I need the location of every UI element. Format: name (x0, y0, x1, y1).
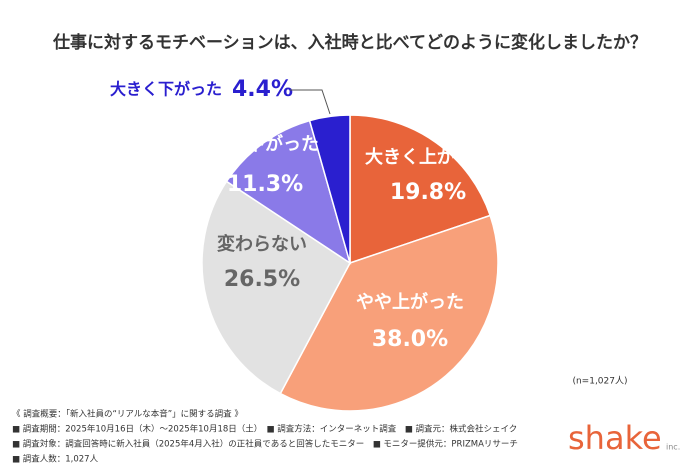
footer-note: ■ 調査対象：調査回答時に新入社員（2025年4月入社）の正社員であると回答した… (12, 439, 518, 450)
slice-label: 大きく下がった (110, 80, 222, 99)
footer-note: ■ 調査人数：1,027人 (12, 454, 99, 465)
value-label: 19.8% (390, 180, 466, 205)
pie-slice (349, 114, 492, 265)
logo-suffix: inc. (666, 443, 680, 452)
pie-slice (279, 214, 499, 412)
slice-label: 変わらない (217, 233, 307, 255)
value-label: 4.4% (232, 77, 293, 102)
leader-line (290, 89, 331, 115)
pie-slice (308, 114, 351, 264)
pie-slice (201, 180, 351, 395)
slice-label: やや上がった (356, 291, 464, 313)
footer-note: ■ 調査期間：2025年10月16日（木）～2025年10月18日（土） ■ 調… (12, 424, 517, 435)
logo: shake (568, 419, 662, 457)
value-label: 38.0% (372, 327, 448, 352)
sample-note: (n=1,027人) (572, 376, 627, 387)
value-label: 11.3% (227, 172, 303, 197)
value-label: 26.5% (224, 267, 300, 292)
footer-note: 《 調査概要：「新入社員の“リアルな本音”」に関する調査 》 (12, 409, 243, 420)
slice-label: 大きく上がった (365, 146, 491, 168)
slice-label: やや下がった (211, 133, 319, 155)
chart-title: 仕事に対するモチベーションは、入社時と比べてどのように変化しましたか？ (52, 32, 647, 53)
